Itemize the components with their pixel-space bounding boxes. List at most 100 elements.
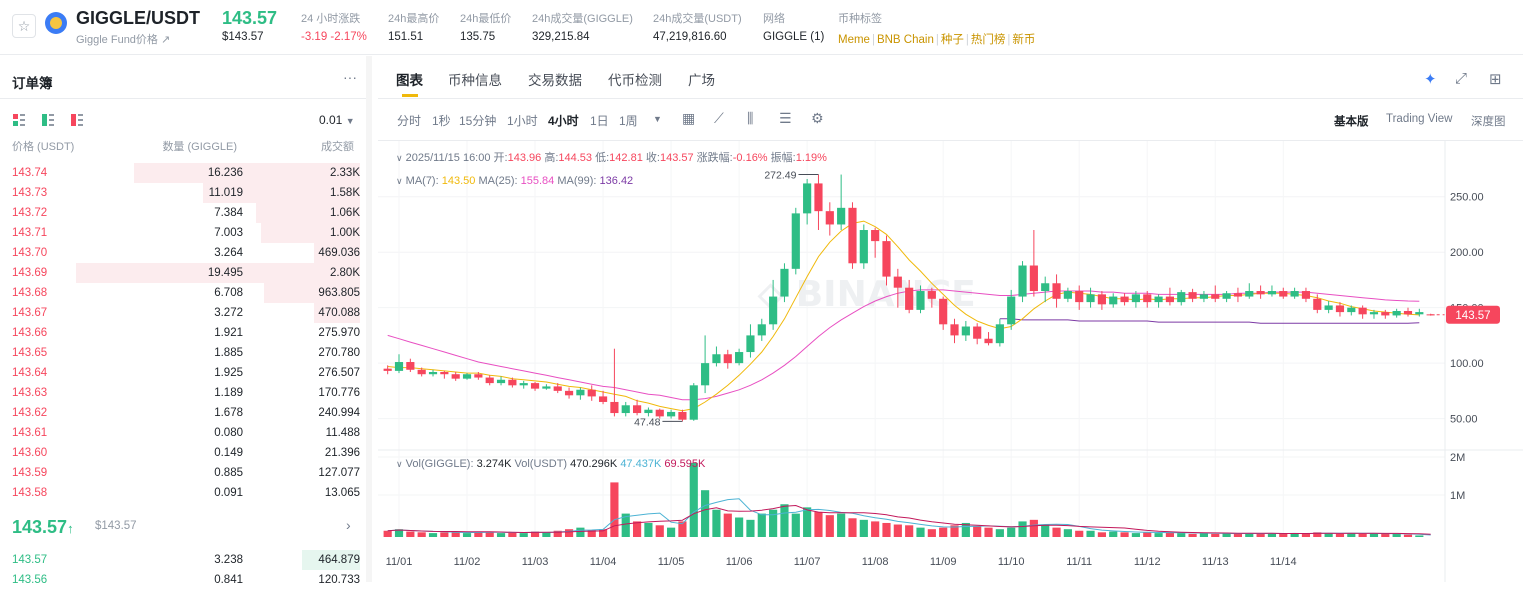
candle-body (1358, 307, 1367, 315)
ask-row[interactable]: 143.61 0.080 11.488 (0, 423, 366, 443)
ai-sparkle-icon[interactable]: ✦ (1424, 71, 1437, 88)
candle-body (1381, 312, 1390, 316)
tag-hot[interactable]: 热门榜 (970, 34, 1006, 46)
x-tick-label: 11/02 (454, 556, 481, 568)
view-asks-icon[interactable] (71, 114, 83, 126)
ohlc-change-label: 涨跌幅: (696, 152, 733, 164)
tab-coin-info[interactable]: 币种信息 (448, 73, 502, 88)
tab-chart[interactable]: 图表 (396, 73, 423, 88)
candle-body (598, 396, 608, 402)
candle-body (859, 230, 868, 264)
interval-1h[interactable]: 1小时 (507, 114, 538, 128)
bid-row[interactable]: 143.57 3.238 464.879 (0, 550, 366, 570)
volume-bar (1290, 533, 1299, 537)
interval-more-icon[interactable]: ▼ (653, 114, 662, 124)
ask-row[interactable]: 143.67 3.272 470.088 (0, 303, 366, 323)
stat-label-change: 24 小时涨跌 (301, 13, 361, 25)
last-price: 143.57 (222, 8, 278, 28)
collapse-chevron-icon[interactable]: ∨ (396, 153, 403, 163)
interval-4h[interactable]: 4小时 (548, 114, 579, 128)
price-chart[interactable]: ⬦ BINANCE 250.00200.00150.00100.0050.002… (378, 141, 1523, 582)
ma25-label: MA(25): (478, 175, 518, 187)
ask-row[interactable]: 143.73 11.019 1.58K (0, 183, 366, 203)
fund-link[interactable]: Giggle Fund价格 ↗ (76, 34, 171, 46)
price-cell: 143.73 (12, 187, 48, 199)
candle-body (667, 411, 676, 417)
interval-1s[interactable]: 1秒 (432, 114, 451, 128)
chevron-right-icon[interactable]: › (346, 517, 351, 533)
volume-bar (757, 513, 766, 537)
ask-row[interactable]: 143.59 0.885 127.077 (0, 463, 366, 483)
interval-15m[interactable]: 15分钟 (459, 114, 497, 128)
tag-meme[interactable]: Meme (838, 34, 870, 46)
candle-body (712, 354, 721, 364)
favorite-star-icon[interactable]: ☆ (12, 14, 36, 38)
view-basic[interactable]: 基本版 (1334, 116, 1369, 128)
ask-row[interactable]: 143.64 1.925 276.507 (0, 363, 366, 383)
volume-bar (428, 533, 438, 537)
total-cell: 275.970 (318, 327, 360, 339)
price-cell: 143.58 (12, 487, 48, 499)
qty-cell: 19.495 (207, 267, 243, 279)
candle-type-icon[interactable]: ⫼ (747, 110, 754, 126)
volume-bar (1245, 533, 1254, 537)
view-both-icon[interactable] (13, 114, 25, 126)
fullscreen-icon[interactable]: ⤢ (1455, 70, 1468, 87)
calendar-icon[interactable]: ▦ (682, 110, 696, 126)
volume-bar (1120, 532, 1129, 537)
candle-body (1177, 292, 1186, 303)
candle-body (939, 298, 948, 325)
layout-grid-icon[interactable]: ⊞ (1489, 71, 1502, 88)
gear-icon[interactable]: ⚙ (811, 110, 824, 126)
tab-trade-data[interactable]: 交易数据 (528, 73, 582, 88)
ask-row[interactable]: 143.72 7.384 1.06K (0, 203, 366, 223)
candle-body (791, 213, 800, 269)
volume-bar (519, 533, 528, 537)
tab-token-check[interactable]: 代币检测 (608, 73, 662, 88)
x-tick-label: 11/06 (726, 556, 753, 568)
ask-row[interactable]: 143.58 0.091 13.065 (0, 483, 366, 503)
total-cell: 270.780 (318, 347, 360, 359)
vol-ma10-value: 69.595K (664, 458, 706, 470)
ask-row[interactable]: 143.74 16.236 2.33K (0, 163, 366, 183)
ask-row[interactable]: 143.70 3.264 469.036 (0, 243, 366, 263)
interval-1d[interactable]: 1日 (590, 114, 609, 128)
candlestick-chart-svg[interactable]: ⬦ BINANCE 250.00200.00150.00100.0050.002… (378, 141, 1523, 582)
indicator-icon[interactable]: ⟋ (714, 110, 724, 126)
candle-body (701, 363, 710, 386)
ask-row[interactable]: 143.62 1.678 240.994 (0, 403, 366, 423)
tab-square[interactable]: 广场 (688, 73, 715, 88)
qty-cell: 1.921 (214, 327, 243, 339)
ask-row[interactable]: 143.68 6.708 963.805 (0, 283, 366, 303)
tag-new[interactable]: 新币 (1012, 34, 1036, 46)
view-depth[interactable]: 深度图 (1471, 116, 1506, 128)
ask-row[interactable]: 143.65 1.885 270.780 (0, 343, 366, 363)
interval-1w[interactable]: 1周 (619, 114, 638, 128)
collapse-chevron-icon[interactable]: ∨ (396, 176, 403, 186)
tag-bnb-chain[interactable]: BNB Chain (876, 34, 934, 46)
depth-bar (314, 243, 360, 263)
tag-seed[interactable]: 种子 (940, 34, 964, 46)
candle-body (1109, 296, 1118, 305)
view-bids-icon[interactable] (42, 114, 54, 126)
ask-row[interactable]: 143.63 1.189 170.776 (0, 383, 366, 403)
candle-body (1097, 294, 1106, 305)
collapse-chevron-icon[interactable]: ∨ (396, 459, 403, 469)
settings-list-icon[interactable]: ☰ (779, 110, 792, 126)
precision-value: 0.01 (319, 113, 343, 127)
mid-price[interactable]: 143.57↑ (12, 517, 74, 538)
interval-time[interactable]: 分时 (397, 114, 422, 128)
ask-row[interactable]: 143.60 0.149 21.396 (0, 443, 366, 463)
more-options-icon[interactable]: ··· (343, 69, 357, 85)
stat-value-network[interactable]: GIGGLE (1) (763, 31, 825, 43)
precision-select[interactable]: 0.01 ▼ (319, 113, 355, 127)
volume-bar (1403, 534, 1413, 537)
vol-ma5-value: 47.437K (620, 458, 662, 470)
ask-row[interactable]: 143.66 1.921 275.970 (0, 323, 366, 343)
low-marker-label: 47.48 (634, 416, 660, 428)
ask-row[interactable]: 143.71 7.003 1.00K (0, 223, 366, 243)
view-trading-view[interactable]: Trading View (1386, 113, 1453, 125)
bid-row[interactable]: 143.56 0.841 120.733 (0, 570, 366, 590)
volume-bar (1131, 533, 1140, 537)
ask-row[interactable]: 143.69 19.495 2.80K (0, 263, 366, 283)
